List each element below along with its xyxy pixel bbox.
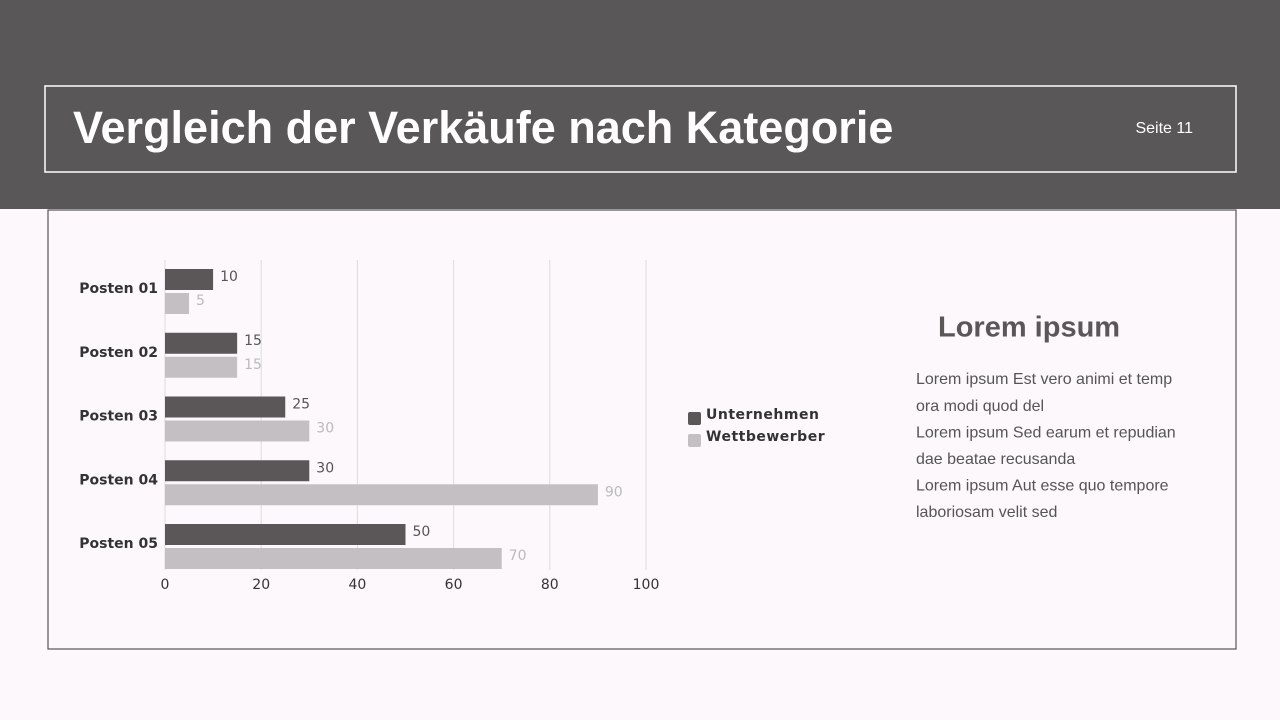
bar <box>165 460 310 482</box>
bar <box>165 356 238 378</box>
value-label: 30 <box>316 421 334 437</box>
x-tick-label: 100 <box>633 577 660 593</box>
side-text-line: dae beatae recusanda <box>916 451 1075 468</box>
y-tick-label: Posten 04 <box>79 472 158 488</box>
x-tick-label: 60 <box>445 577 463 593</box>
y-tick-label: Posten 05 <box>79 536 158 552</box>
header-band <box>0 0 1280 209</box>
side-text-line: Lorem ipsum Aut esse quo tempore <box>916 478 1169 495</box>
value-label: 30 <box>316 460 334 476</box>
side-heading: Lorem ipsum <box>938 312 1120 344</box>
value-label: 5 <box>196 293 205 309</box>
value-label: 15 <box>244 357 262 373</box>
side-text-line: laboriosam velit sed <box>916 504 1057 521</box>
value-label: 25 <box>292 397 310 413</box>
bar <box>165 396 286 418</box>
x-tick-label: 40 <box>348 577 366 593</box>
x-tick-label: 20 <box>252 577 270 593</box>
bar <box>165 332 238 354</box>
value-label: 90 <box>605 484 623 500</box>
legend-label: Unternehmen <box>706 407 819 423</box>
bar <box>165 269 214 290</box>
bar <box>165 293 190 314</box>
side-text-line: Lorem ipsum Est vero animi et temp <box>916 371 1172 388</box>
bar <box>165 420 310 442</box>
bar <box>165 524 406 545</box>
value-label: 15 <box>244 333 262 349</box>
value-label: 70 <box>509 548 527 564</box>
legend-swatch <box>688 412 701 425</box>
y-tick-label: Posten 03 <box>79 409 158 425</box>
legend-swatch <box>688 434 701 447</box>
bar <box>165 484 598 506</box>
x-tick-label: 80 <box>541 577 559 593</box>
side-text-line: ora modi quod del <box>916 398 1044 415</box>
y-tick-label: Posten 02 <box>79 345 158 361</box>
side-text-line: Lorem ipsum Sed earum et repudian <box>916 424 1176 441</box>
legend-label: Wettbewerber <box>706 429 825 445</box>
page-title: Vergleich der Verkäufe nach Kategorie <box>73 102 893 153</box>
bar <box>165 548 502 569</box>
title-frame <box>44 85 1237 173</box>
value-label: 10 <box>220 269 238 285</box>
y-tick-label: Posten 01 <box>79 281 158 297</box>
page-number: Seite 11 <box>1135 120 1193 137</box>
x-tick-label: 0 <box>161 577 170 593</box>
value-label: 50 <box>413 524 431 540</box>
